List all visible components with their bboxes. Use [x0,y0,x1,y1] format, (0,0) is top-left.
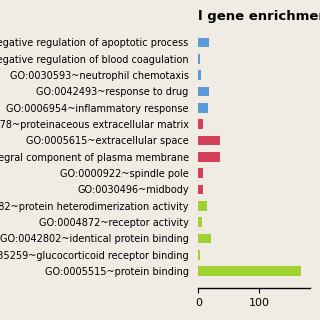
Bar [198,168,203,178]
Text: l gene enrichment in Gene Ontology: l gene enrichment in Gene Ontology [198,10,320,23]
Bar [198,234,211,244]
Bar [198,136,220,145]
Bar [198,152,220,162]
Bar [198,217,202,227]
Bar [198,250,200,260]
Bar [198,119,203,129]
Bar [198,70,201,80]
Bar [198,185,203,194]
Bar [198,54,200,64]
Bar [198,266,301,276]
Bar [198,103,208,113]
Bar [198,201,207,211]
Bar [198,37,209,47]
Bar [198,86,209,96]
